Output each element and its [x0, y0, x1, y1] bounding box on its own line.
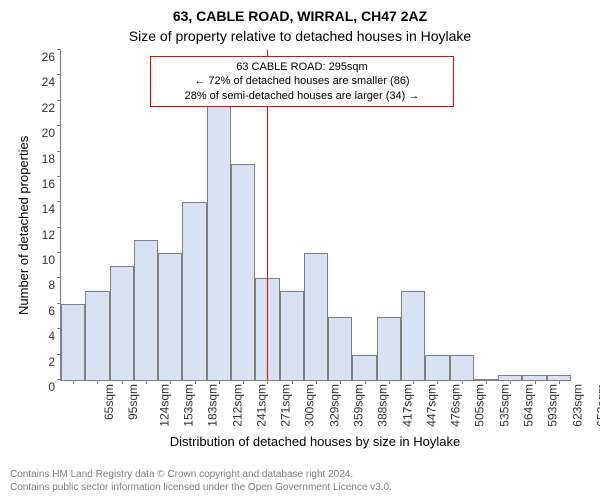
x-tick-label: 417sqm: [400, 384, 414, 427]
chart-container: 63, CABLE ROAD, WIRRAL, CH47 2AZ Size of…: [0, 0, 600, 500]
x-tick-label: 271sqm: [279, 384, 293, 427]
histogram-bar: [304, 253, 328, 380]
histogram-bar: [85, 291, 109, 380]
y-tick-label: 18: [42, 152, 61, 166]
chart-subtitle: Size of property relative to detached ho…: [0, 28, 600, 44]
histogram-bar: [231, 164, 255, 380]
histogram-bar: [401, 291, 425, 380]
histogram-bar: [450, 355, 474, 380]
attribution-footer: Contains HM Land Registry data © Crown c…: [10, 468, 392, 494]
annotation-line: ← 72% of detached houses are smaller (86…: [157, 74, 447, 88]
x-tick-label: 447sqm: [425, 384, 439, 427]
y-tick-label: 2: [48, 355, 61, 369]
y-tick-label: 6: [48, 304, 61, 318]
x-tick-label: 95sqm: [126, 384, 140, 420]
y-tick-label: 0: [48, 380, 61, 394]
x-tick-label: 65sqm: [102, 384, 116, 420]
y-tick-label: 8: [48, 278, 61, 292]
histogram-bar: [158, 253, 182, 380]
histogram-bar: [207, 101, 231, 380]
histogram-bar: [352, 355, 376, 380]
footer-line: Contains public sector information licen…: [10, 481, 392, 494]
y-tick-label: 10: [42, 253, 61, 267]
x-tick-label: 124sqm: [157, 384, 171, 427]
y-axis-label: Number of detached properties: [16, 136, 31, 315]
histogram-bar: [61, 304, 85, 380]
histogram-bar: [377, 317, 401, 380]
y-tick-label: 26: [42, 50, 61, 64]
histogram-bar: [328, 317, 352, 380]
histogram-bar: [182, 202, 206, 380]
y-tick-label: 14: [42, 202, 61, 216]
chart-title-address: 63, CABLE ROAD, WIRRAL, CH47 2AZ: [0, 8, 600, 24]
annotation-line: 28% of semi-detached houses are larger (…: [157, 89, 447, 103]
x-tick-label: 300sqm: [303, 384, 317, 427]
x-tick-label: 623sqm: [570, 384, 584, 427]
x-tick-label: 505sqm: [473, 384, 487, 427]
histogram-bar: [134, 240, 158, 380]
y-tick-label: 22: [42, 101, 61, 115]
x-tick-label: 212sqm: [230, 384, 244, 427]
x-tick-label: 241sqm: [255, 384, 269, 427]
x-tick-label: 652sqm: [595, 384, 600, 427]
histogram-bar: [280, 291, 304, 380]
annotation-line: 63 CABLE ROAD: 295sqm: [157, 60, 447, 74]
y-tick-label: 20: [42, 126, 61, 140]
y-tick-label: 16: [42, 177, 61, 191]
x-tick-label: 564sqm: [522, 384, 536, 427]
x-axis-label: Distribution of detached houses by size …: [60, 434, 570, 449]
x-tick-label: 535sqm: [497, 384, 511, 427]
x-tick-label: 476sqm: [449, 384, 463, 427]
y-tick-label: 4: [48, 329, 61, 343]
x-tick-label: 183sqm: [206, 384, 220, 427]
y-tick-label: 24: [42, 75, 61, 89]
x-tick-label: 593sqm: [546, 384, 560, 427]
y-tick-label: 12: [42, 228, 61, 242]
x-tick-label: 153sqm: [182, 384, 196, 427]
footer-line: Contains HM Land Registry data © Crown c…: [10, 468, 392, 481]
x-tick-label: 359sqm: [352, 384, 366, 427]
x-tick-label: 388sqm: [376, 384, 390, 427]
histogram-bar: [425, 355, 449, 380]
annotation-box: 63 CABLE ROAD: 295sqm← 72% of detached h…: [150, 56, 454, 107]
histogram-bar: [110, 266, 134, 380]
x-tick-label: 329sqm: [327, 384, 341, 427]
